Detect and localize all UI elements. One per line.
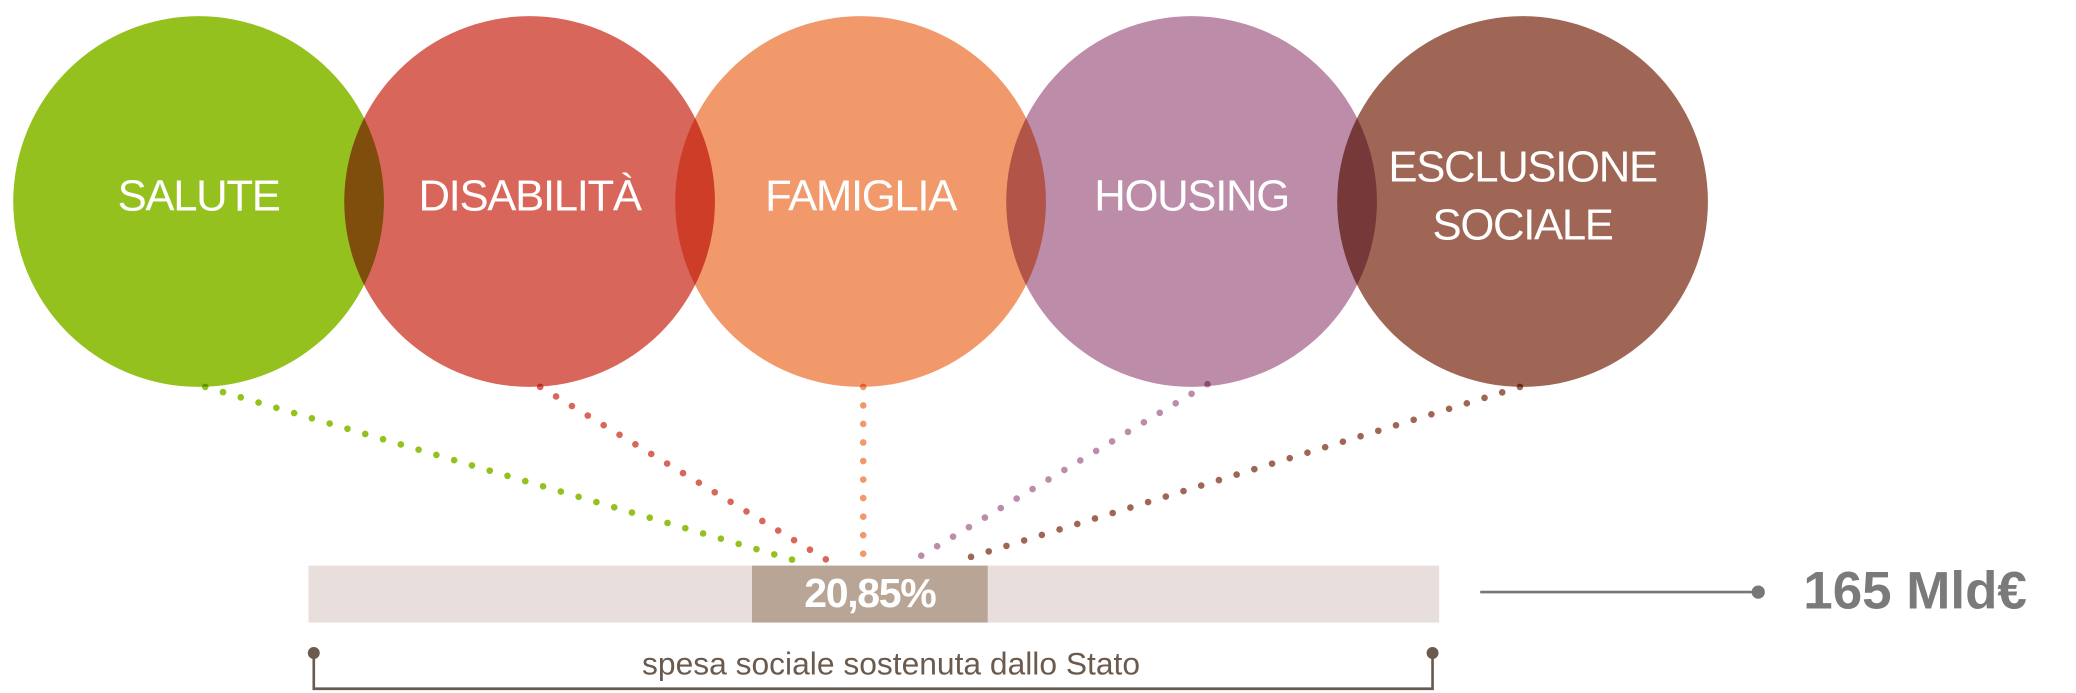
category-label: FAMIGLIA: [765, 171, 958, 220]
category-label: HOUSING: [1094, 171, 1289, 220]
dotted-connector: [956, 383, 1524, 564]
bracket: [312, 653, 1434, 691]
caption: spesa sociale sostenuta dallo Stato: [642, 646, 1140, 682]
category-circle: [344, 16, 715, 387]
total-amount: 165 Mld€: [1803, 562, 2027, 621]
category-circle: [675, 16, 1046, 387]
share-bar: [751, 565, 988, 623]
dotted-connector: [910, 380, 1211, 564]
category-circle: [13, 16, 384, 387]
category-label: DISABILITÀ: [418, 171, 642, 220]
share-label: 20,85%: [804, 570, 936, 616]
category-circle: [1006, 16, 1377, 387]
bracket-dot: [307, 647, 320, 659]
category-label: SALUTE: [118, 171, 280, 220]
bracket-dot: [1426, 647, 1439, 659]
category-circle: [1337, 16, 1708, 387]
dotted-connector: [536, 383, 831, 564]
category-label: SOCIALE: [1433, 201, 1613, 250]
connector-dot: [1751, 585, 1765, 599]
category-label: ESCLUSIONE: [1388, 142, 1657, 191]
dotted-connector: [201, 383, 798, 564]
